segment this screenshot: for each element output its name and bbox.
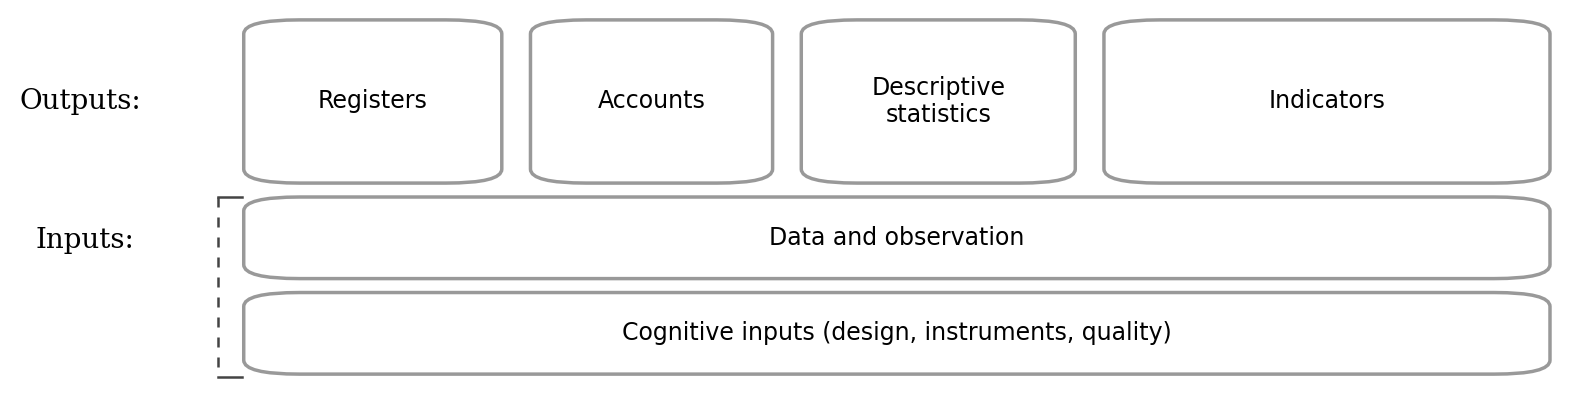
FancyBboxPatch shape (244, 197, 1550, 279)
FancyBboxPatch shape (530, 20, 773, 183)
FancyBboxPatch shape (801, 20, 1075, 183)
Text: Accounts: Accounts (597, 90, 706, 113)
Text: Descriptive
statistics: Descriptive statistics (871, 76, 1005, 127)
FancyBboxPatch shape (1104, 20, 1550, 183)
Text: Data and observation: Data and observation (769, 226, 1024, 250)
Text: Inputs:: Inputs: (35, 227, 134, 254)
FancyBboxPatch shape (244, 20, 502, 183)
Text: Registers: Registers (319, 90, 427, 113)
Text: Outputs:: Outputs: (19, 88, 140, 115)
Text: Indicators: Indicators (1268, 90, 1386, 113)
Text: Cognitive inputs (design, instruments, quality): Cognitive inputs (design, instruments, q… (621, 321, 1172, 345)
FancyBboxPatch shape (244, 293, 1550, 374)
